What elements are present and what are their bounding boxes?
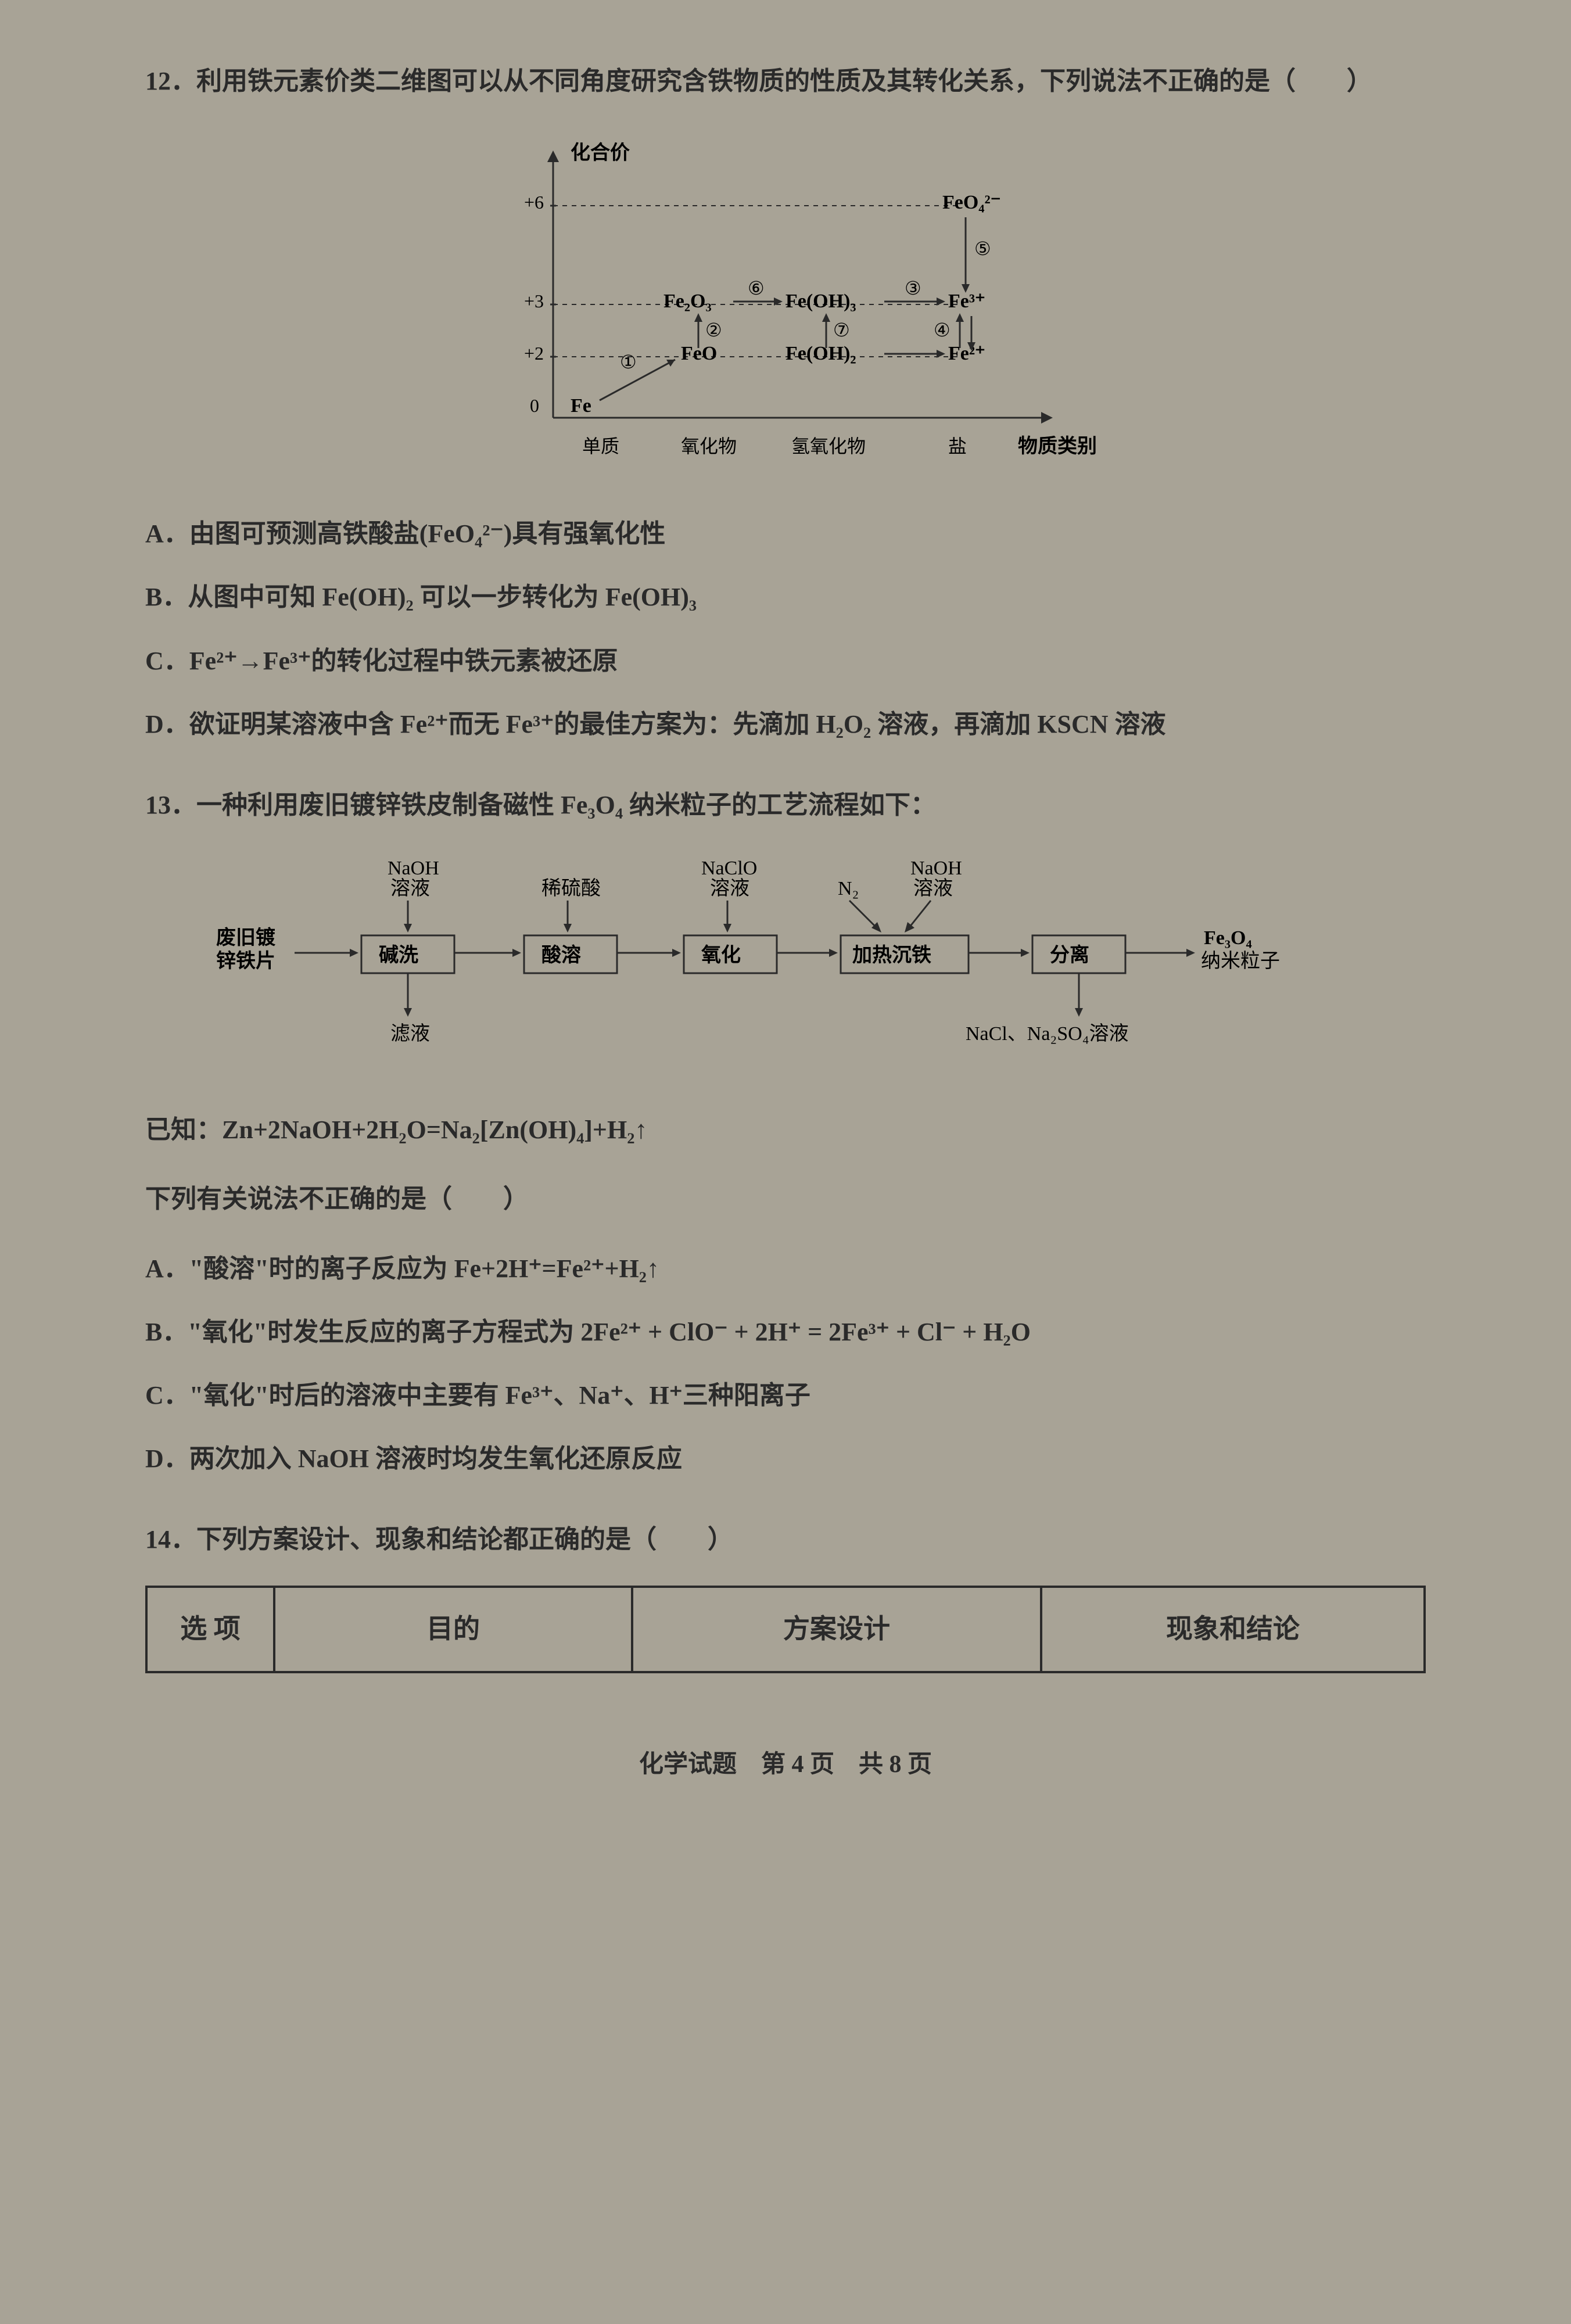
ytick-2: +2 (524, 343, 544, 364)
q14-text: 下列方案设计、现象和结论都正确的是（ ） (196, 1525, 733, 1554)
question-14: 14．下列方案设计、现象和结论都正确的是（ ） 选 项 目的 方案设计 现象和结… (145, 1516, 1426, 1673)
flow-input2: 锌铁片 (216, 950, 275, 972)
node-feoh2: Fe(OH)₂ (786, 343, 856, 364)
q14-stem: 14．下列方案设计、现象和结论都正确的是（ ） (145, 1516, 1426, 1562)
q13-option-a: A．"酸溶"时的离子反应为 Fe+2H⁺=Fe²⁺+H₂↑ (145, 1246, 1426, 1292)
q12-number: 12． (145, 67, 196, 95)
q14-number: 14． (145, 1525, 196, 1554)
node-fe2p: Fe²⁺ (948, 343, 985, 364)
q13-option-c: C．"氧化"时后的溶液中主要有 Fe³⁺、Na⁺、H⁺三种阳离子 (145, 1372, 1426, 1418)
flow-naoh1: NaOH (388, 858, 439, 879)
flow-naoh2: NaOH (910, 858, 962, 879)
table-header-row: 选 项 目的 方案设计 现象和结论 (146, 1587, 1425, 1672)
xtick4: 盐 (948, 436, 967, 457)
xlabel: 物质类别 (1018, 435, 1097, 457)
th-purpose: 目的 (274, 1587, 632, 1672)
q13-flowchart: NaOH 溶液 稀硫酸 NaClO 溶液 N₂ NaOH 溶液 废旧镀 锌铁片 (145, 851, 1426, 1084)
th-option: 选 项 (146, 1587, 274, 1672)
q13-subq: 下列有关说法不正确的是（ ） (145, 1176, 1426, 1222)
question-13: 13．一种利用废旧镀锌铁皮制备磁性 Fe₃O₄ 纳米粒子的工艺流程如下： NaO… (145, 782, 1426, 1482)
q12-option-d: D．欲证明某溶液中含 Fe²⁺而无 Fe³⁺的最佳方案为：先滴加 H₂O₂ 溶液… (145, 701, 1426, 747)
flow-n2: N₂ (838, 878, 859, 899)
q13-number: 13． (145, 791, 196, 819)
flow-out1: Fe₃O₄ (1204, 927, 1252, 949)
q12-diagram: 化合价 +6 +3 +2 0 Fe FeO Fe₂O₃ Fe(OH)₂ Fe(O… (145, 127, 1426, 487)
question-12: 12．利用铁元素价类二维图可以从不同角度研究含铁物质的性质及其转化关系，下列说法… (145, 58, 1426, 747)
q12-option-b: B．从图中可知 Fe(OH)₂ 可以一步转化为 Fe(OH)₃ (145, 574, 1426, 620)
q13-option-b: B．"氧化"时发生反应的离子方程式为 2Fe²⁺ + ClO⁻ + 2H⁺ = … (145, 1309, 1426, 1355)
node-fe3p: Fe³⁺ (948, 290, 985, 312)
q12-text: 利用铁元素价类二维图可以从不同角度研究含铁物质的性质及其转化关系，下列说法不正确… (196, 67, 1372, 95)
q12-option-c: C．Fe²⁺→Fe³⁺的转化过程中铁元素被还原 (145, 638, 1426, 684)
flow-input1: 废旧镀 (216, 927, 276, 949)
q13-text: 一种利用废旧镀锌铁皮制备磁性 Fe₃O₄ 纳米粒子的工艺流程如下： (196, 791, 936, 819)
flow-out2: 纳米粒子 (1201, 950, 1280, 972)
th-result: 现象和结论 (1041, 1587, 1425, 1672)
flow-nacl: NaCl、Na₂SO₄溶液 (966, 1023, 1129, 1045)
th-option-text: 选 项 (180, 1614, 241, 1644)
circ5: ⑤ (974, 238, 991, 259)
ytick-3: +3 (524, 290, 544, 311)
xtick1: 单质 (582, 436, 619, 457)
flow-naclo: NaClO (701, 858, 757, 879)
circ7: ⑦ (833, 320, 850, 340)
page-footer: 化学试题 第 4 页 共 8 页 (145, 1743, 1426, 1787)
node-feoh3: Fe(OH)₃ (786, 290, 856, 312)
node-fe: Fe (571, 395, 591, 417)
node-fe2o3: Fe₂O₃ (663, 290, 712, 312)
flow-h2so4: 稀硫酸 (541, 877, 601, 899)
th-design: 方案设计 (632, 1587, 1041, 1672)
flow-naclob: 溶液 (710, 877, 749, 899)
q13-stem: 13．一种利用废旧镀锌铁皮制备磁性 Fe₃O₄ 纳米粒子的工艺流程如下： (145, 782, 1426, 828)
ytick-6: +6 (524, 192, 544, 213)
q12-option-a: A．由图可预测高铁酸盐(FeO₄²⁻)具有强氧化性 (145, 511, 1426, 557)
q14-table: 选 项 目的 方案设计 现象和结论 (145, 1586, 1426, 1673)
flow-step3: 氧化 (701, 944, 741, 966)
flow-step4: 加热沉铁 (852, 944, 931, 966)
q12-stem: 12．利用铁元素价类二维图可以从不同角度研究含铁物质的性质及其转化关系，下列说法… (145, 58, 1426, 104)
circ6: ⑥ (748, 278, 765, 299)
xtick2: 氧化物 (681, 436, 737, 457)
circ3: ③ (905, 278, 921, 299)
circ1: ① (620, 352, 637, 372)
xtick3: 氢氧化物 (791, 436, 866, 457)
flow-lvye: 滤液 (390, 1023, 430, 1045)
ytick-0: 0 (530, 395, 539, 416)
circ4: ④ (934, 320, 951, 340)
flow-step1: 碱洗 (379, 944, 418, 966)
circ2: ② (705, 320, 722, 340)
q12-chart-svg: 化合价 +6 +3 +2 0 Fe FeO Fe₂O₃ Fe(OH)₂ Fe(O… (466, 127, 1105, 487)
flow-naoh2b: 溶液 (913, 877, 953, 899)
flow-step5: 分离 (1050, 944, 1089, 966)
flow-naoh1b: 溶液 (390, 877, 430, 899)
q13-option-d: D．两次加入 NaOH 溶液时均发生氧化还原反应 (145, 1436, 1426, 1482)
ylabel: 化合价 (571, 142, 630, 164)
node-feo42: FeO₄²⁻ (942, 192, 1001, 213)
q13-flow-svg: NaOH 溶液 稀硫酸 NaClO 溶液 N₂ NaOH 溶液 废旧镀 锌铁片 (205, 851, 1366, 1084)
q13-known: 已知：Zn+2NaOH+2H₂O=Na₂[Zn(OH)₄]+H₂↑ (145, 1107, 1426, 1153)
flow-step2: 酸溶 (541, 944, 581, 966)
